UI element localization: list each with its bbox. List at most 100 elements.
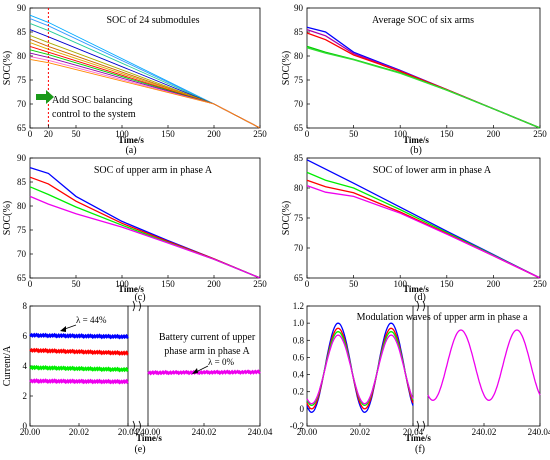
- series-group-d: [306, 159, 541, 279]
- y-tick-label-f: 0.8: [293, 335, 305, 345]
- chart-title-a: SOC of 24 submodules: [106, 15, 199, 26]
- series-group-b: [306, 26, 541, 129]
- x-tick-label-e: 240.04: [248, 427, 273, 437]
- series-line-d-4: [306, 184, 541, 279]
- subplot-label-b: (b): [410, 145, 422, 156]
- y-tick-label-a: 75: [17, 75, 27, 85]
- x-tick-label-c: 50: [72, 279, 82, 289]
- y-tick-label-c: 70: [17, 249, 27, 259]
- y-tick-label-a: 65: [17, 123, 27, 133]
- y-tick-label-a: 85: [17, 27, 27, 37]
- annotation-arrow-e2: [192, 365, 209, 374]
- x-tick-label-a: 100: [115, 129, 129, 139]
- series-group-f: [306, 322, 541, 413]
- y-tick-label-b: 65: [294, 123, 304, 133]
- series-line-f-seg2-1: [427, 329, 541, 401]
- x-tick-label-a: 0: [28, 129, 33, 139]
- y-tick-label-d: 80: [294, 183, 304, 193]
- y-tick-label-f: 0.2: [293, 387, 304, 397]
- series-group-e: [29, 332, 261, 385]
- series-line-d-2: [306, 171, 541, 279]
- x-axis-label-f: Time/s: [405, 433, 431, 443]
- y-tick-label-f: 1.0: [293, 318, 305, 328]
- x-tick-label-e: 240.00: [136, 427, 161, 437]
- annotation-lambda-0: λ = 0%: [208, 357, 234, 367]
- y-tick-label-e: 8: [23, 301, 28, 311]
- y-axis-label-b: SOC(%): [281, 51, 292, 85]
- x-tick-label-d: 50: [349, 279, 359, 289]
- series-line-b-5: [306, 47, 541, 129]
- x-axis-label-a: Time/s: [118, 135, 144, 145]
- y-tick-label-d: 70: [294, 243, 304, 253]
- chart-title-c: SOC of upper arm in phase A: [94, 165, 213, 176]
- x-tick-label-c: 0: [28, 279, 33, 289]
- panel-b: 0 50 100 150 200 250 65 70 75 80 85 90 Average SOC …: [281, 3, 547, 156]
- x-axis-label-c: Time/s: [118, 284, 144, 294]
- x-tick-label-b: 150: [440, 129, 454, 139]
- title-line-2-e: phase arm in phase A: [164, 346, 250, 357]
- x-tick-label-f: 20.04: [403, 427, 424, 437]
- series-group-c: [29, 166, 261, 279]
- x-tick-label-a: 20: [44, 129, 54, 139]
- y-tick-label-e: 6: [23, 331, 28, 341]
- x-tick-label-f: 240.04: [528, 427, 550, 437]
- x-axis-label-d: Time/s: [403, 284, 429, 294]
- x-tick-label-a: 50: [72, 129, 82, 139]
- plot-frame-b: [306, 7, 541, 129]
- y-tick-label-e: 0: [23, 421, 28, 431]
- panel-d: 0 50 100 150 200 250 65 70 75 80 85 SOC of lower a…: [281, 153, 547, 303]
- series-line-c-1: [29, 166, 261, 279]
- series-line-b-1: [306, 26, 541, 129]
- y-tick-label-a: 70: [17, 99, 27, 109]
- x-tick-label-b: 0: [305, 129, 310, 139]
- annotation-arrow-a: [36, 90, 54, 104]
- y-tick-label-b: 75: [294, 75, 304, 85]
- subplot-label-c: (c): [134, 292, 145, 303]
- x-tick-label-d: 100: [393, 279, 407, 289]
- y-tick-label-d: 65: [294, 273, 304, 283]
- annotation-lambda-44: λ = 44%: [76, 315, 107, 325]
- x-tick-label-c: 250: [253, 279, 267, 289]
- y-tick-label-c: 90: [17, 153, 27, 163]
- chart-title-d: SOC of lower arm in phase A: [373, 165, 492, 176]
- x-tick-label-f: 20.02: [350, 427, 370, 437]
- y-tick-label-e: 2: [23, 391, 28, 401]
- series-line-e-seg1-4: [29, 378, 129, 385]
- series-line-e-seg1-2: [29, 347, 129, 356]
- x-tick-label-b: 50: [349, 129, 359, 139]
- x-tick-label-b: 250: [533, 129, 547, 139]
- x-axis-label-e: Time/s: [136, 433, 162, 443]
- y-tick-label-b: 80: [294, 51, 304, 61]
- plot-frame-f-right: [427, 305, 541, 427]
- y-tick-label-a: 80: [17, 51, 27, 61]
- annotation-line-1-a: Add SOC balancing: [52, 95, 133, 106]
- chart-title-f: Modulation waves of upper arm in phase a: [357, 312, 528, 323]
- x-tick-label-b: 100: [393, 129, 407, 139]
- y-axis-label-c: SOC(%): [2, 201, 13, 235]
- subplot-label-a: (a): [125, 145, 136, 156]
- title-line-1-e: Battery current of upper: [159, 332, 256, 343]
- subplot-label-f: (f): [415, 444, 425, 455]
- y-tick-label-c: 85: [17, 177, 27, 187]
- x-tick-label-f: 240.02: [472, 427, 497, 437]
- y-tick-label-b: 85: [294, 27, 304, 37]
- x-tick-label-e: 20.04: [118, 427, 139, 437]
- series-line-a-12: [29, 58, 261, 129]
- y-tick-label-b: 90: [294, 3, 304, 13]
- y-axis-label-e: Current/A: [2, 345, 13, 386]
- plot-frame-e-right: [147, 305, 261, 427]
- series-line-e-seg1-3: [29, 364, 129, 373]
- x-tick-label-e: 240.02: [192, 427, 217, 437]
- series-group-a: [29, 14, 261, 129]
- x-tick-label-d: 0: [305, 279, 310, 289]
- x-tick-label-e: 20.00: [20, 427, 41, 437]
- x-tick-label-d: 200: [487, 279, 501, 289]
- x-tick-label-b: 200: [487, 129, 501, 139]
- subplot-label-d: (d): [414, 292, 426, 303]
- y-tick-label-f: 0: [300, 404, 305, 414]
- y-tick-label-f: 0.4: [293, 370, 305, 380]
- y-tick-label-d: 85: [294, 153, 304, 163]
- series-line-f-seg1-4: [306, 334, 414, 405]
